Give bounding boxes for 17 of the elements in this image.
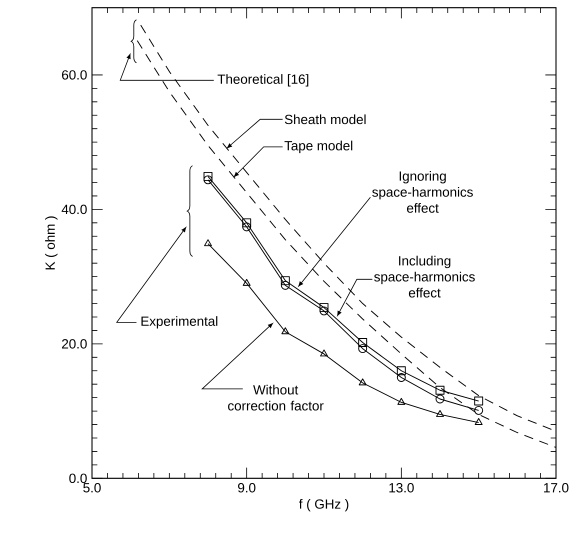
annotation: Including space-harmonics effect xyxy=(374,256,475,298)
annotation: Experimental xyxy=(141,316,218,329)
x-tick-label: 13.0 xyxy=(389,483,414,492)
y-tick-label: 60.0 xyxy=(62,70,87,80)
y-tick-label: 0.0 xyxy=(69,474,87,484)
x-tick-label: 17.0 xyxy=(544,483,568,492)
annotation: Theoretical [16] xyxy=(218,74,308,87)
x-tick-label: 9.0 xyxy=(238,483,256,492)
y-tick-label: 20.0 xyxy=(62,339,87,349)
annotation: Without correction factor xyxy=(228,384,324,411)
y-tick-label: 40.0 xyxy=(62,204,87,214)
y-axis-title: K ( ohm ) xyxy=(45,216,58,270)
annotation: Tape model xyxy=(284,140,352,154)
x-tick-label: 5.0 xyxy=(83,483,101,492)
x-axis-title: f ( GHz ) xyxy=(299,498,348,512)
annotation: Ignoring space-harmonics effect xyxy=(372,171,473,213)
annotation: Sheath model xyxy=(284,114,366,124)
